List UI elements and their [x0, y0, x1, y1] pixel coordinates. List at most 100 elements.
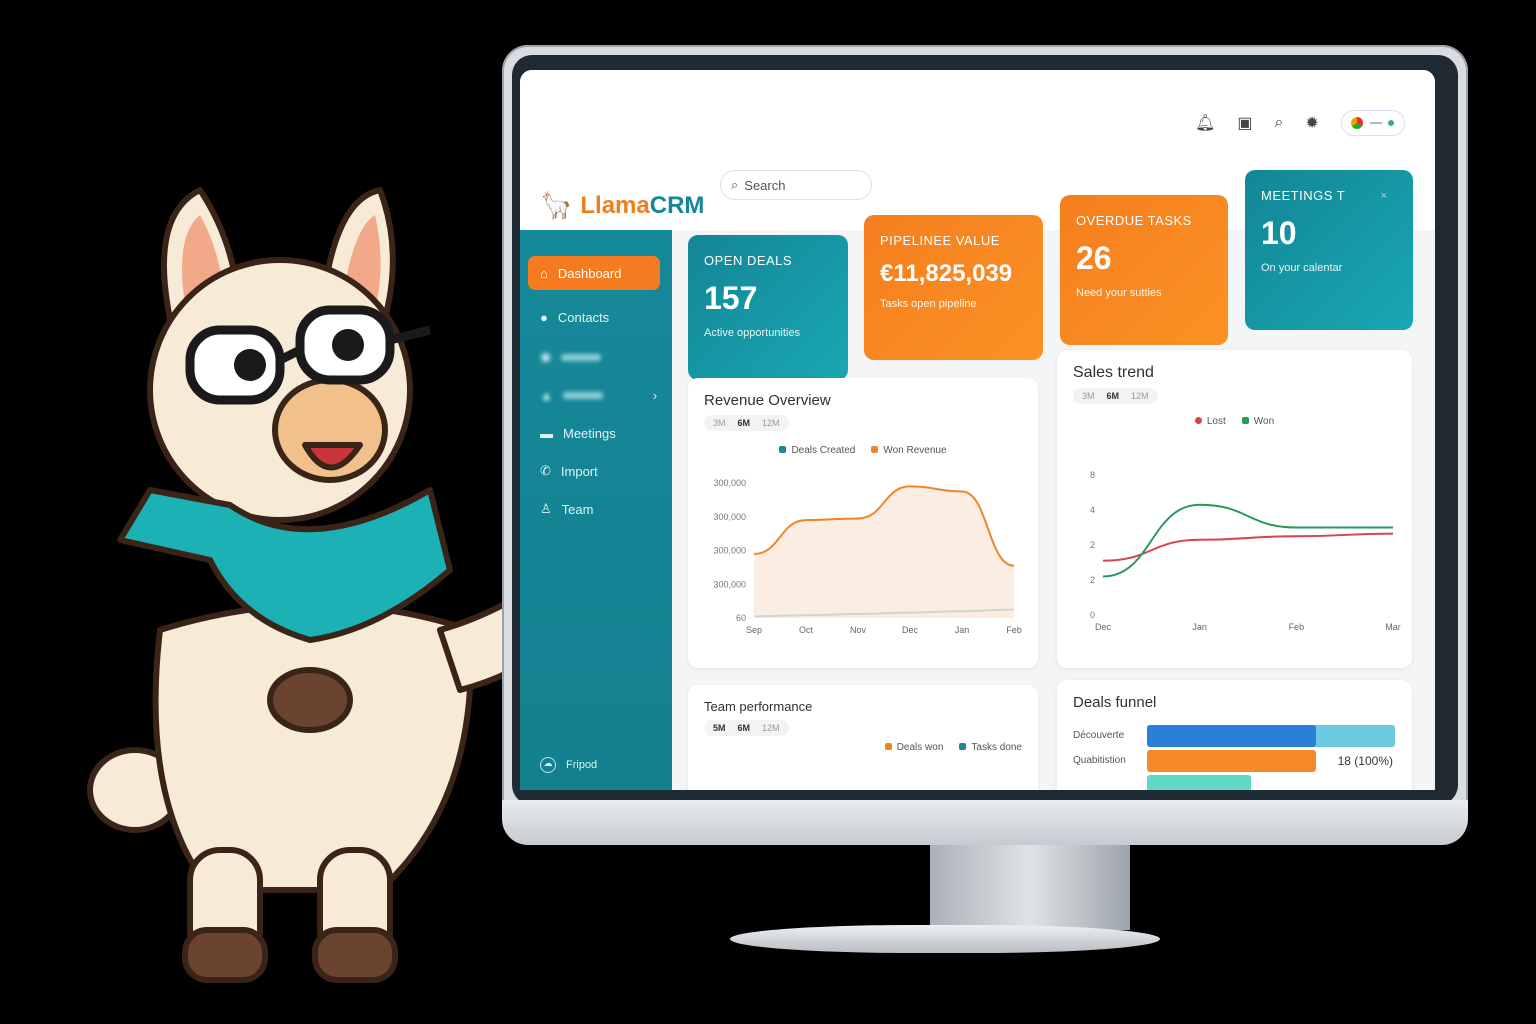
x-tick-label: Sep [746, 625, 762, 635]
bandana [117, 487, 453, 643]
panel-title: Sales trend [1073, 364, 1154, 381]
x-tick-label: Jan [1192, 622, 1207, 632]
sidebar-item-blurred-2[interactable]: ▲ › [528, 378, 660, 412]
x-tick-label: Mar [1385, 622, 1401, 632]
card-meetings[interactable]: MEETINGS T × 10 On your calentar [1245, 170, 1413, 330]
sidebar-item-dashboard[interactable]: ⌂ Dashboard [528, 256, 660, 290]
range-selector: 3M 6M 12M [1073, 388, 1158, 404]
bell-icon[interactable]: 🔔︎ [1195, 115, 1216, 132]
range-6m[interactable]: 6M [737, 418, 751, 428]
panel-title: Deals funnel [1073, 694, 1157, 711]
search-icon: ⌕ [731, 177, 739, 192]
clipboard-icon[interactable]: ▣ [1237, 115, 1253, 132]
funnel-stage[interactable]: Découverte [1073, 723, 1396, 748]
legend-item: Tasks done [959, 742, 1022, 753]
llama-eye [332, 329, 364, 361]
range-option[interactable]: 6M [737, 723, 751, 733]
legend-label: Lost [1206, 416, 1226, 427]
card-value: 157 [704, 280, 758, 316]
logo[interactable]: 🦙 LlamaCRM [540, 190, 704, 221]
llama-logo-icon: 🦙 [540, 190, 573, 220]
sidebar-item-label: Import [560, 463, 598, 479]
range-3m[interactable]: 3M [713, 418, 726, 428]
y-tick-label: 300,000 [713, 579, 746, 589]
panel-title: Revenue Overview [704, 392, 831, 409]
user-icon: ● [540, 309, 548, 325]
legend-item: Deals Created [779, 445, 855, 456]
y-tick-label: 2 [1090, 575, 1095, 585]
legend-label: Won Revenue [883, 445, 947, 456]
sidebar-footer[interactable]: ☁ Fripod [528, 748, 660, 782]
card-pipeline-value[interactable]: PIPELINEE VALUE €11,825,039 Tasks open p… [864, 215, 1043, 360]
sidebar-item-blurred-1[interactable]: ◉ [528, 340, 660, 374]
gear-icon[interactable]: ✹ [1305, 115, 1319, 132]
sidebar-item-meetings[interactable]: ▬ Meetings [528, 416, 660, 450]
range-12m[interactable]: 12M [1131, 391, 1149, 401]
llama-body [152, 602, 474, 893]
funnel-track: 18 (100%) [1147, 749, 1395, 772]
funnel-stage[interactable]: Quabitistion 18 (100%) [1073, 748, 1396, 773]
range-6m[interactable]: 6M [1106, 391, 1120, 401]
funnel-track [1147, 774, 1395, 790]
sidebar-item-import[interactable]: ✆ Import [528, 454, 660, 488]
card-value: 10 [1261, 215, 1297, 251]
funnel-value-label: 18 (100%) [1337, 753, 1393, 768]
sidebar-item-team[interactable]: ♙ Team [528, 492, 660, 526]
close-icon[interactable]: × [1380, 190, 1387, 202]
legend-item: Won Revenue [871, 445, 947, 456]
llama-mascot-illustration [87, 187, 708, 983]
funnel-stage-label: Découverte [1073, 730, 1125, 741]
legend-label: Deals won [896, 742, 944, 753]
card-subtitle: Active opportunities [704, 327, 800, 339]
funnel-stage[interactable] [1073, 773, 1396, 790]
search-icon[interactable]: ⌕ [1274, 114, 1284, 131]
y-tick-label: 300,000 [713, 478, 746, 488]
brand-name-part1: Llama [580, 191, 650, 219]
llama-head [147, 257, 413, 523]
sidebar-footer-label: Fripod [566, 759, 598, 771]
sidebar-item-label: Team [561, 501, 594, 517]
panel-title: Team performance [704, 699, 813, 714]
range-3m[interactable]: 3M [1082, 391, 1095, 401]
chart-legend: Deals Created Won Revenue [704, 445, 1022, 456]
llama-hoof [312, 927, 398, 983]
search-input[interactable]: ⌕ Search [720, 170, 872, 200]
range-option[interactable]: 5M [713, 723, 726, 733]
llama-eye [234, 349, 266, 381]
y-tick-label: 300,000 [713, 546, 746, 556]
funnel-track [1147, 724, 1395, 747]
home-icon: ⌂ [540, 265, 548, 281]
card-open-deals[interactable]: OPEN DEALS 157 Active opportunities [688, 235, 848, 380]
calendar-icon: ▬ [540, 425, 553, 441]
blurred-label [562, 391, 603, 399]
series-area [754, 486, 1014, 618]
legend-item: Deals won [884, 742, 944, 753]
team-performance-panel: Team performance 5M 6M 12M Deals won Tasks… [688, 685, 1038, 790]
series-line-won-revenue [753, 485, 1015, 567]
chart-legend: Lost Won [1073, 416, 1396, 427]
funnel-bar [1147, 749, 1316, 772]
user-menu[interactable] [1340, 110, 1405, 136]
legend-label: Won [1253, 416, 1275, 427]
sidebar-item-contacts[interactable]: ● Contacts [528, 300, 660, 334]
y-tick-label: 60 [736, 613, 746, 623]
status-dot [1388, 120, 1395, 126]
range-selector: 5M 6M 12M [704, 720, 789, 736]
range-12m[interactable]: 12M [762, 418, 780, 428]
x-tick-label: Dec [1095, 622, 1112, 632]
team-icon: ♙ [540, 501, 552, 516]
card-title: OVERDUE TASKS [1076, 213, 1192, 228]
y-tick-label: 0 [1090, 610, 1095, 620]
llama-hoof [182, 927, 268, 983]
x-tick-label: Dec [902, 625, 919, 635]
eye-icon: ◉ [540, 349, 552, 364]
y-tick-label: 8 [1090, 470, 1095, 480]
cloud-icon: ☁ [540, 757, 556, 773]
y-tick-label: 300,000 [713, 512, 746, 522]
revenue-overview-panel: Revenue Overview 3M 6M 12M Deals Created W… [688, 378, 1038, 668]
range-option[interactable]: 12M [762, 723, 780, 733]
card-overdue-tasks[interactable]: OVERDUE TASKS 26 Need your sutties [1060, 195, 1228, 345]
funnel-bar [1147, 724, 1316, 747]
legend-item: Won [1241, 416, 1275, 427]
